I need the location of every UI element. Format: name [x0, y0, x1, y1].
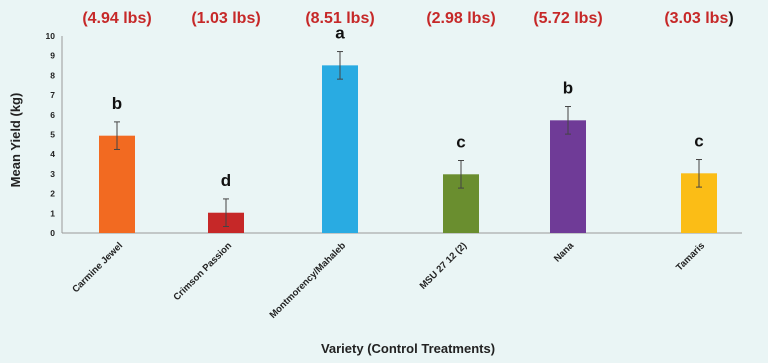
error-bar: [337, 51, 343, 80]
y-tick-label: 3: [50, 169, 55, 179]
significance-letter: b: [112, 94, 122, 113]
error-bar: [696, 159, 702, 188]
y-tick-label: 2: [50, 189, 55, 199]
x-tick-label: Nana: [552, 240, 577, 265]
y-tick-labels: 0 1 2 3 4 5 6 7 8 9 10: [46, 31, 56, 238]
x-axis-title: Variety (Control Treatments): [321, 341, 495, 356]
error-bar: [223, 198, 229, 227]
x-tick-label: Carmine Jewel: [70, 240, 125, 295]
error-bar: [114, 121, 120, 150]
error-bars: [114, 51, 702, 227]
x-tick-label: Montmorency/Mahaleb: [268, 240, 349, 321]
significance-letters: b d a c b c: [112, 24, 704, 190]
x-tick-label: MSU 27 12 (2): [418, 240, 469, 291]
lbs-label: (5.72 lbs): [533, 10, 602, 27]
bar: [322, 65, 358, 233]
bars: [99, 65, 717, 233]
lbs-label: (8.51 lbs): [305, 10, 374, 27]
y-tick-label: 7: [50, 90, 55, 100]
y-tick-label: 5: [50, 130, 55, 140]
significance-letter: b: [563, 79, 573, 98]
significance-letter: c: [694, 132, 703, 151]
y-tick-label: 8: [50, 70, 55, 80]
lbs-label: (1.03 lbs): [191, 10, 260, 27]
significance-letter: c: [456, 133, 465, 152]
x-tick-label: Tamaris: [674, 240, 707, 273]
lbs-label: (2.98 lbs): [426, 10, 495, 27]
x-tick-labels: Carmine Jewel Crimson Passion Montmorency/…: [70, 240, 707, 321]
lbs-labels: (4.94 lbs) (1.03 lbs) (8.51 lbs) (2.98 lbs)…: [82, 10, 733, 27]
y-tick-label: 6: [50, 110, 55, 120]
y-tick-label: 1: [50, 208, 55, 218]
error-bar: [565, 106, 571, 135]
bar: [550, 120, 586, 233]
bar: [99, 135, 135, 233]
lbs-label: (4.94 lbs): [82, 10, 151, 27]
lbs-label: (3.03 lbs): [664, 10, 733, 27]
significance-letter: a: [335, 24, 345, 43]
error-bar: [458, 160, 464, 189]
y-tick-label: 10: [46, 31, 56, 41]
y-axis-title: Mean Yield (kg): [8, 93, 23, 188]
significance-letter: d: [221, 171, 231, 190]
y-tick-label: 9: [50, 51, 55, 61]
y-tick-label: 0: [50, 228, 55, 238]
y-tick-label: 4: [50, 149, 55, 159]
axes: [61, 36, 742, 234]
x-tick-label: Crimson Passion: [171, 240, 234, 303]
